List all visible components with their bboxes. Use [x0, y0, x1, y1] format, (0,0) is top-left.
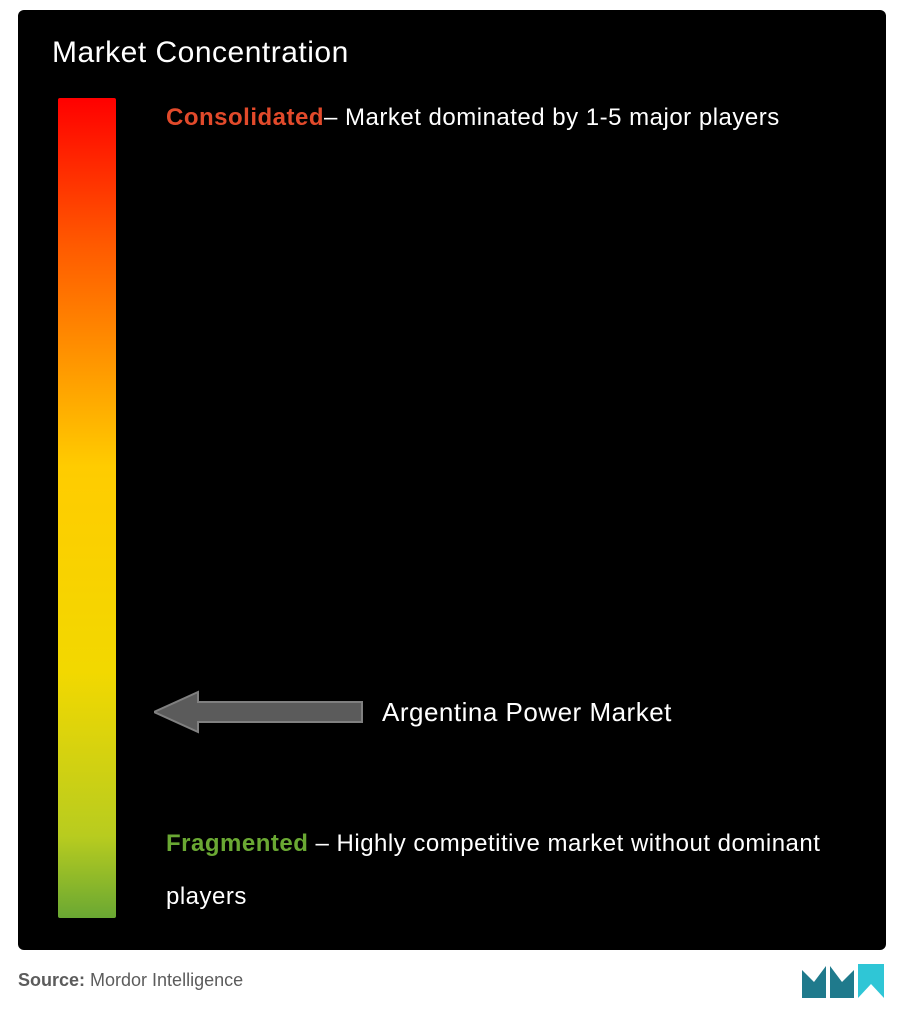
- fragmented-label: Fragmented: [166, 830, 308, 857]
- fragmented-description: Fragmented – Highly competitive market w…: [166, 818, 886, 924]
- logo-shape-3: [858, 964, 884, 998]
- market-position-marker: Argentina Power Market: [154, 688, 672, 736]
- content-area: Consolidated– Market dominated by 1-5 ma…: [52, 98, 852, 918]
- market-name-label: Argentina Power Market: [382, 697, 672, 728]
- source-label: Source:: [18, 970, 85, 990]
- concentration-gradient-bar: [58, 98, 116, 918]
- source-value: Mordor Intelligence: [85, 970, 243, 990]
- logo-shape-1: [802, 966, 826, 998]
- consolidated-label: Consolidated: [166, 104, 324, 131]
- arrow-left-icon: [154, 688, 364, 736]
- consolidated-description: Consolidated– Market dominated by 1-5 ma…: [166, 92, 866, 145]
- logo-shape-2: [830, 966, 854, 998]
- consolidated-text: – Market dominated by 1-5 major players: [324, 104, 780, 131]
- source-row: Source: Mordor Intelligence: [18, 960, 886, 1000]
- source-text: Source: Mordor Intelligence: [18, 970, 243, 991]
- page-title: Market Concentration: [52, 36, 852, 70]
- mordor-logo-icon: [800, 960, 886, 1000]
- infographic-card: Market Concentration Consolidated– Marke…: [18, 10, 886, 950]
